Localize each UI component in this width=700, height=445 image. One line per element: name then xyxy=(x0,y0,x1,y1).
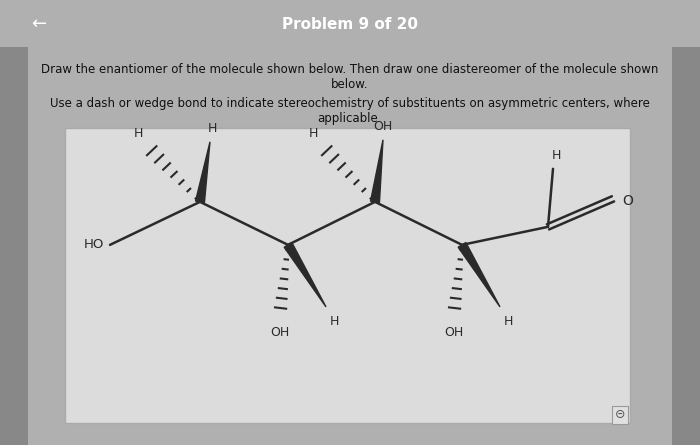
Text: H: H xyxy=(329,315,339,328)
Text: below.: below. xyxy=(331,78,369,91)
Text: Problem 9 of 20: Problem 9 of 20 xyxy=(282,17,418,32)
Polygon shape xyxy=(195,142,210,202)
Text: applicable.: applicable. xyxy=(318,112,382,125)
Text: H: H xyxy=(552,149,561,162)
FancyBboxPatch shape xyxy=(65,128,630,423)
Text: H: H xyxy=(207,122,217,135)
Text: H: H xyxy=(503,315,512,328)
Text: OH: OH xyxy=(270,326,290,339)
Text: HO: HO xyxy=(83,239,104,251)
Text: Use a dash or wedge bond to indicate stereochemistry of substituents on asymmetr: Use a dash or wedge bond to indicate ste… xyxy=(50,97,650,110)
Text: OH: OH xyxy=(444,326,463,339)
Text: H: H xyxy=(308,127,318,140)
Text: Draw the enantiomer of the molecule shown below. Then draw one diastereomer of t: Draw the enantiomer of the molecule show… xyxy=(41,63,659,76)
Polygon shape xyxy=(458,243,500,307)
Text: ←: ← xyxy=(31,15,46,33)
Polygon shape xyxy=(284,243,326,307)
Text: O: O xyxy=(622,194,633,208)
Bar xyxy=(0,47,28,445)
Text: ⊝: ⊝ xyxy=(615,409,625,421)
Polygon shape xyxy=(370,140,383,202)
Text: H: H xyxy=(133,127,143,140)
Text: OH: OH xyxy=(373,120,393,133)
Bar xyxy=(672,47,700,445)
